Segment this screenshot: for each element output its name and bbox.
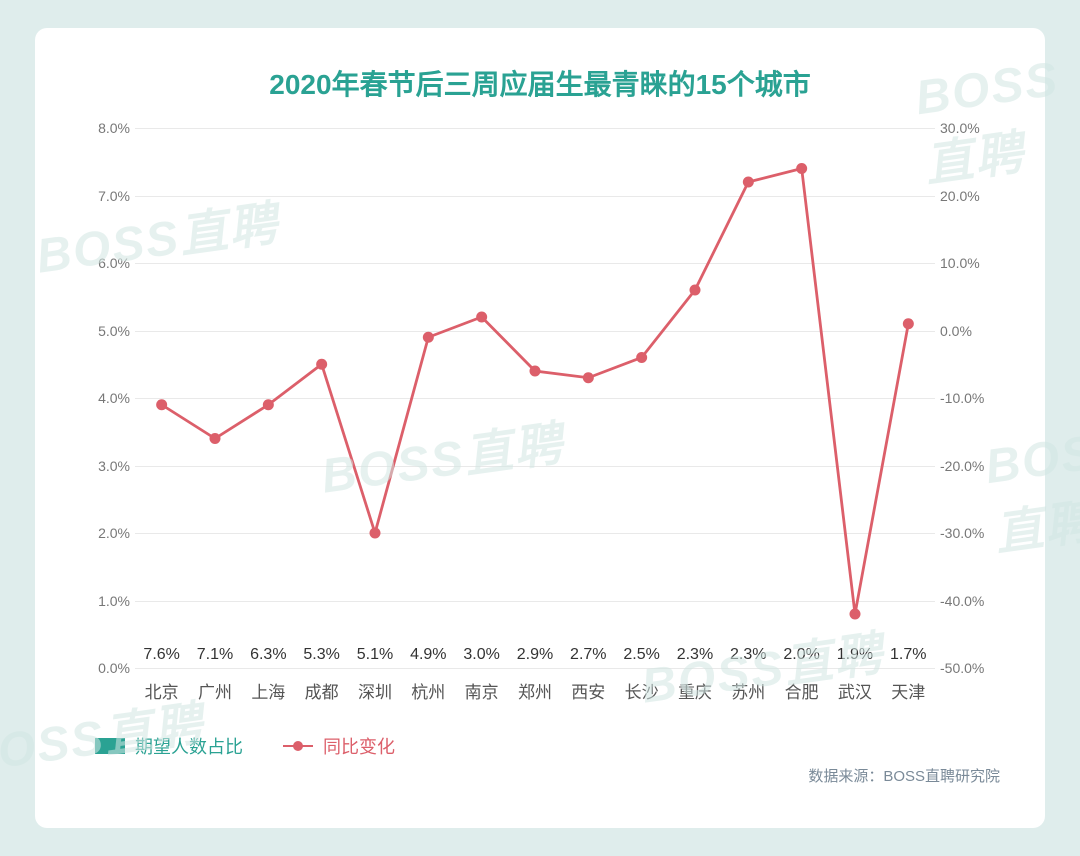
x-axis-label: 成都 (295, 678, 348, 708)
y-right-tick: 0.0% (940, 323, 1000, 339)
y-right-tick: -50.0% (940, 660, 1000, 676)
bar-value-label: 1.7% (890, 646, 926, 664)
bar-column: 2.7% (562, 646, 615, 668)
x-axis-label: 郑州 (508, 678, 561, 708)
legend-bar-swatch (95, 738, 125, 754)
bar-value-label: 2.3% (730, 646, 766, 664)
x-axis-label: 苏州 (722, 678, 775, 708)
y-left-tick: 5.0% (80, 323, 130, 339)
y-right-tick: -10.0% (940, 390, 1000, 406)
bar-column: 6.3% (242, 646, 295, 668)
y-left-tick: 8.0% (80, 120, 130, 136)
bar-column: 5.3% (295, 646, 348, 668)
bar-column: 5.1% (348, 646, 401, 668)
x-axis-label: 广州 (188, 678, 241, 708)
bar-value-label: 7.6% (143, 646, 179, 664)
x-axis-label: 南京 (455, 678, 508, 708)
legend-line-label: 同比变化 (323, 733, 395, 759)
x-axis-label: 北京 (135, 678, 188, 708)
bar-value-label: 6.3% (250, 646, 286, 664)
bar-value-label: 5.3% (303, 646, 339, 664)
bar-column: 2.0% (775, 646, 828, 668)
chart-card: 2020年春节后三周应届生最青睐的15个城市 7.6% 7.1% 6.3% 5.3% 5… (35, 28, 1045, 828)
y-right-tick: -30.0% (940, 525, 1000, 541)
y-right-tick: 30.0% (940, 120, 1000, 136)
y-left-tick: 4.0% (80, 390, 130, 406)
bar-column: 2.9% (508, 646, 561, 668)
legend-bar: 期望人数占比 (95, 733, 243, 759)
x-axis-label: 西安 (562, 678, 615, 708)
x-axis-label: 长沙 (615, 678, 668, 708)
x-axis-label: 武汉 (828, 678, 881, 708)
y-left-tick: 2.0% (80, 525, 130, 541)
y-right-tick: 20.0% (940, 188, 1000, 204)
legend-line: 同比变化 (283, 733, 395, 759)
legend: 期望人数占比 同比变化 (75, 733, 1005, 759)
data-source-label: 数据来源：BOSS直聘研究院 (808, 765, 1000, 786)
chart-plot: 7.6% 7.1% 6.3% 5.3% 5.1% 4.9% 3.0% 2.9% 2.7% 2.5%… (75, 128, 1005, 708)
legend-bar-label: 期望人数占比 (135, 733, 243, 759)
bar-value-label: 2.9% (517, 646, 553, 664)
bar-column: 4.9% (402, 646, 455, 668)
bar-value-label: 3.0% (463, 646, 499, 664)
bar-column: 3.0% (455, 646, 508, 668)
x-axis-labels: 北京广州上海成都深圳杭州南京郑州西安长沙重庆苏州合肥武汉天津 (135, 678, 935, 708)
bar-value-label: 2.3% (677, 646, 713, 664)
bar-value-label: 2.5% (623, 646, 659, 664)
y-left-tick: 3.0% (80, 458, 130, 474)
bar-value-label: 1.9% (837, 646, 873, 664)
bar-value-label: 4.9% (410, 646, 446, 664)
bar-column: 7.6% (135, 646, 188, 668)
bar-series: 7.6% 7.1% 6.3% 5.3% 5.1% 4.9% 3.0% 2.9% 2.7% 2.5%… (135, 128, 935, 668)
bar-column: 1.7% (882, 646, 935, 668)
x-axis-label: 天津 (882, 678, 935, 708)
x-axis-label: 重庆 (668, 678, 721, 708)
bar-column: 2.3% (722, 646, 775, 668)
y-right-tick: -20.0% (940, 458, 1000, 474)
bar-value-label: 5.1% (357, 646, 393, 664)
bar-value-label: 2.0% (783, 646, 819, 664)
y-left-tick: 7.0% (80, 188, 130, 204)
y-right-tick: 10.0% (940, 255, 1000, 271)
chart-title: 2020年春节后三周应届生最青睐的15个城市 (75, 63, 1005, 103)
bar-column: 7.1% (188, 646, 241, 668)
y-right-tick: -40.0% (940, 593, 1000, 609)
plot-area: 7.6% 7.1% 6.3% 5.3% 5.1% 4.9% 3.0% 2.9% 2.7% 2.5%… (135, 128, 935, 668)
x-axis-label: 深圳 (348, 678, 401, 708)
x-axis-label: 合肥 (775, 678, 828, 708)
y-left-tick: 1.0% (80, 593, 130, 609)
y-left-tick: 0.0% (80, 660, 130, 676)
grid-line (135, 668, 935, 669)
y-left-tick: 6.0% (80, 255, 130, 271)
x-axis-label: 杭州 (402, 678, 455, 708)
legend-line-swatch (283, 745, 313, 747)
bar-column: 2.5% (615, 646, 668, 668)
bar-value-label: 2.7% (570, 646, 606, 664)
bar-column: 2.3% (668, 646, 721, 668)
bar-value-label: 7.1% (197, 646, 233, 664)
bar-column: 1.9% (828, 646, 881, 668)
x-axis-label: 上海 (242, 678, 295, 708)
